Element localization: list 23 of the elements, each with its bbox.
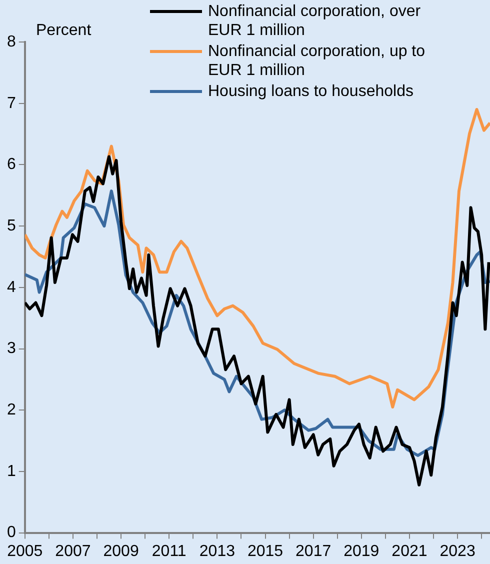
legend-label: Nonfinancial corporation, over EUR 1 million — [208, 2, 422, 40]
legend-label: Housing loans to households — [208, 82, 414, 101]
x-tick-label: 2015 — [247, 542, 284, 560]
y-tick-label: 1 — [6, 462, 16, 480]
x-tick-label: 2011 — [152, 542, 186, 560]
x-tick-label: 2019 — [344, 542, 380, 560]
y-tick-label: 2 — [6, 402, 16, 419]
x-tick-label: 2009 — [103, 542, 139, 560]
y-tick-label: 4 — [6, 278, 16, 296]
x-tick-label: 2021 — [392, 542, 428, 560]
y-tick-label: 8 — [6, 33, 16, 50]
legend-label: Nonfinancial corporation, up to EUR 1 million — [208, 42, 426, 80]
y-axis-title: Percent — [36, 22, 92, 40]
y-tick-label: 3 — [6, 340, 16, 358]
x-tick-label: 2023 — [440, 542, 476, 560]
y-tick-label: 7 — [6, 94, 16, 112]
y-tick-label: 0 — [6, 524, 16, 542]
x-tick-label: 2017 — [296, 542, 332, 560]
x-tick-label: 2007 — [55, 542, 91, 560]
y-tick-label: 6 — [6, 156, 16, 174]
x-tick-label: 2005 — [7, 542, 43, 560]
y-tick-label: 5 — [6, 217, 16, 234]
x-tick-label: 2013 — [199, 542, 236, 560]
